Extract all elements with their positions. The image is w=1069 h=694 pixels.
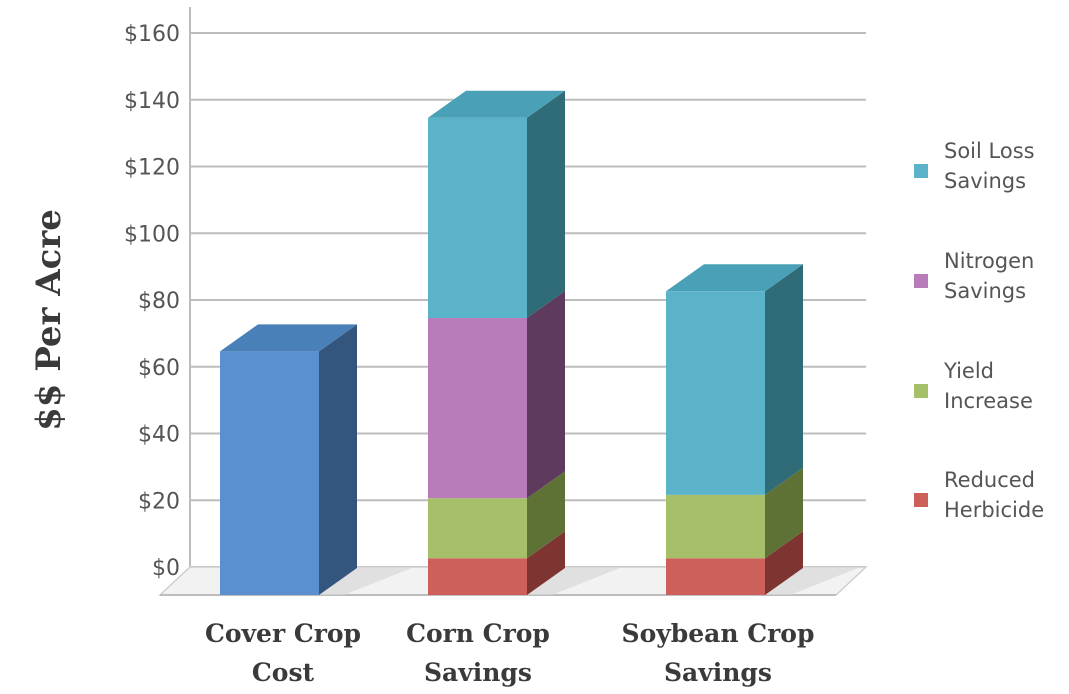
bar-segment bbox=[666, 531, 803, 595]
legend: Soil Loss Savings Nitrogen Savings Yield Incr… bbox=[914, 139, 1044, 522]
x-category-label: Corn Crop Savings bbox=[406, 619, 550, 687]
bar-segment bbox=[220, 324, 357, 595]
y-tick-label: $140 bbox=[124, 89, 180, 114]
legend-swatch bbox=[914, 384, 928, 398]
bar-front bbox=[666, 558, 765, 595]
legend-item: Yield Increase bbox=[914, 359, 1033, 413]
x-category-label: Cover Crop Cost bbox=[205, 619, 361, 687]
legend-label: Reduced Herbicide bbox=[944, 468, 1044, 522]
bar-segment bbox=[428, 290, 565, 499]
legend-label: Soil Loss Savings bbox=[944, 139, 1035, 193]
bar-shadow bbox=[765, 568, 858, 595]
bar-front bbox=[666, 494, 765, 559]
y-tick-label: $60 bbox=[138, 356, 180, 381]
legend-item: Soil Loss Savings bbox=[914, 139, 1035, 193]
legend-swatch bbox=[914, 164, 928, 178]
bar-front bbox=[666, 291, 765, 495]
y-tick-label: $80 bbox=[138, 289, 180, 314]
bar-side bbox=[319, 324, 357, 595]
bar-side bbox=[765, 531, 803, 595]
legend-item: Nitrogen Savings bbox=[914, 249, 1034, 303]
bar-side bbox=[527, 90, 565, 318]
y-tick-label: $160 bbox=[124, 22, 180, 47]
bar-side bbox=[527, 531, 565, 595]
bar-segment bbox=[666, 467, 803, 559]
y-axis-ticks: $0 $20 $40 $60 $80 $100 $120 $140 $160 bbox=[124, 22, 180, 581]
y-tick-label: $120 bbox=[124, 156, 180, 181]
bar-top bbox=[428, 90, 565, 118]
legend-label: Nitrogen Savings bbox=[944, 249, 1034, 303]
bar-segment bbox=[428, 531, 565, 595]
y-tick-label: $0 bbox=[152, 556, 180, 581]
bar-front bbox=[428, 558, 527, 595]
bar-shadow bbox=[527, 568, 620, 595]
bar-top bbox=[666, 264, 803, 292]
x-category-label: Soybean Crop Savings bbox=[622, 619, 815, 687]
bar-side bbox=[527, 290, 565, 499]
x-axis-categories: Cover Crop Cost Corn Crop Savings Soybean Cr… bbox=[205, 619, 815, 687]
y-tick-label: $20 bbox=[138, 489, 180, 514]
bar-segment bbox=[428, 471, 565, 559]
y-axis-label: $$ Per Acre bbox=[29, 209, 69, 431]
bar-side bbox=[765, 467, 803, 559]
bar-segment bbox=[666, 264, 803, 495]
bar-front bbox=[428, 317, 527, 499]
legend-label: Yield Increase bbox=[943, 359, 1033, 413]
y-tick-label: $100 bbox=[124, 222, 180, 247]
bar-front bbox=[428, 498, 527, 559]
legend-swatch bbox=[914, 493, 928, 507]
bar-segment bbox=[428, 90, 565, 318]
bars bbox=[220, 90, 858, 595]
bar-side bbox=[527, 471, 565, 559]
y-tick-label: $40 bbox=[138, 423, 180, 448]
bar-front bbox=[428, 117, 527, 318]
bar-side bbox=[765, 264, 803, 495]
bar-shadow bbox=[319, 568, 412, 595]
legend-swatch bbox=[914, 274, 928, 288]
bar-front bbox=[220, 351, 319, 595]
bar-top bbox=[220, 324, 357, 352]
legend-item: Reduced Herbicide bbox=[914, 468, 1044, 522]
